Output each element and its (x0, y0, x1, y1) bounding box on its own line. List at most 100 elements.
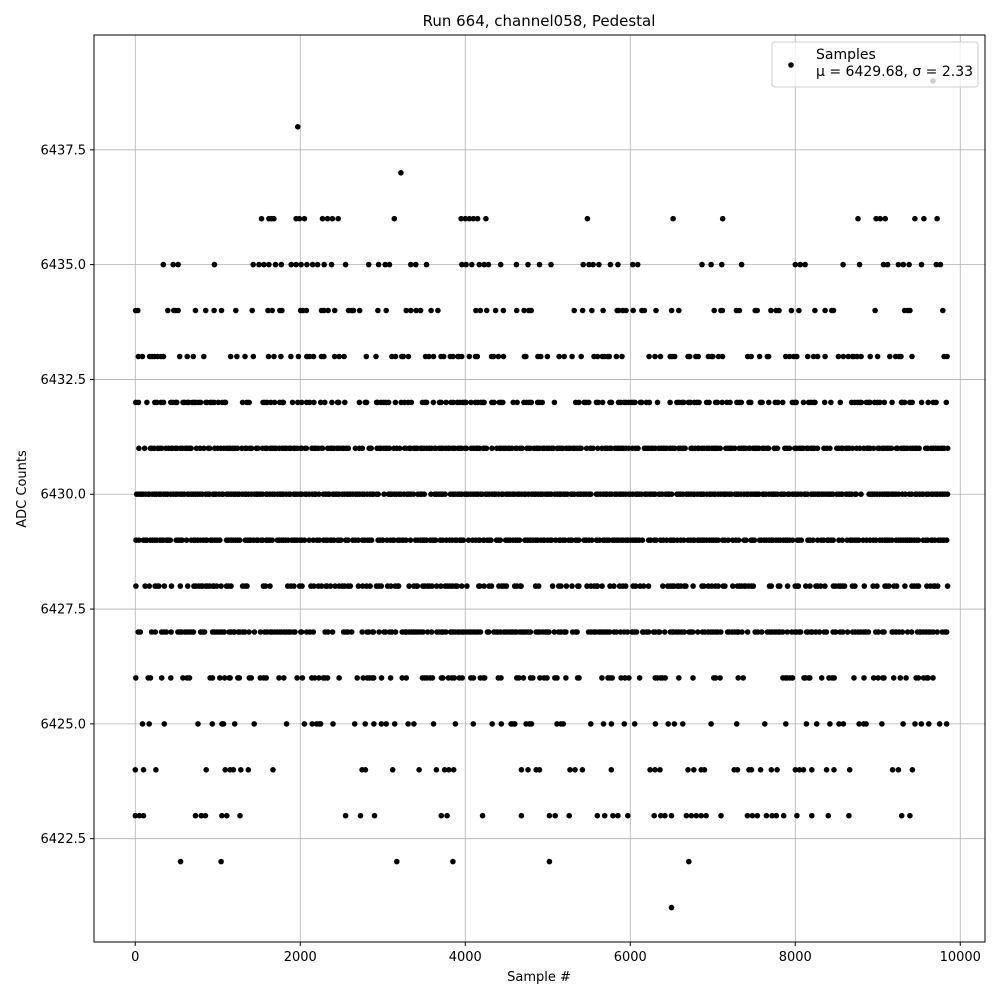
data-point (441, 767, 448, 773)
data-point (925, 675, 931, 681)
data-point (403, 537, 409, 543)
data-point (671, 353, 678, 360)
data-point (319, 445, 326, 452)
data-point (874, 353, 881, 360)
data-point (321, 261, 328, 268)
data-point (561, 353, 567, 360)
data-point (175, 261, 181, 268)
data-point (311, 399, 317, 406)
data-point (583, 445, 590, 452)
data-point (192, 307, 199, 314)
data-point (348, 629, 355, 635)
data-point (599, 399, 606, 406)
data-point (682, 445, 688, 452)
data-point (296, 215, 303, 222)
data-point (269, 537, 276, 543)
data-point (800, 767, 807, 773)
data-point (433, 583, 440, 589)
data-point (251, 629, 258, 635)
data-point (845, 353, 852, 360)
data-point (228, 583, 234, 589)
data-point (443, 629, 449, 635)
data-point (403, 675, 410, 681)
data-point (295, 124, 301, 130)
data-point (730, 583, 736, 589)
data-point (365, 261, 372, 268)
data-point (329, 629, 336, 635)
data-point (267, 583, 273, 589)
x-tick-label: 6000 (614, 950, 647, 965)
data-point (351, 721, 358, 727)
data-point (902, 491, 909, 498)
data-point (177, 583, 184, 589)
data-point (489, 445, 495, 452)
data-point (263, 675, 270, 681)
data-point (890, 675, 897, 681)
data-point (433, 767, 440, 773)
data-point (653, 537, 659, 543)
data-point (416, 767, 422, 773)
data-point (839, 537, 845, 543)
data-point (398, 170, 404, 176)
data-point (632, 583, 639, 589)
data-point (943, 537, 950, 543)
data-point (835, 353, 842, 360)
data-point (355, 583, 362, 589)
data-point (376, 629, 382, 635)
data-point (368, 537, 375, 543)
data-point (930, 675, 936, 681)
data-point (916, 445, 922, 452)
data-point (909, 767, 916, 773)
data-point (744, 629, 751, 635)
data-point (158, 445, 165, 452)
data-point (519, 445, 525, 452)
data-point (167, 537, 174, 543)
x-tick-label: 8000 (779, 950, 812, 965)
data-point (407, 537, 414, 543)
data-point (476, 583, 483, 589)
data-point (652, 721, 659, 727)
data-point (544, 353, 551, 360)
data-point (288, 261, 295, 268)
data-point (779, 629, 786, 635)
data-point (840, 629, 846, 635)
data-point (491, 399, 497, 406)
data-point (647, 767, 653, 773)
data-point (809, 767, 815, 773)
data-point (293, 261, 299, 268)
data-point (490, 353, 497, 360)
data-point (548, 537, 555, 543)
data-point (362, 767, 369, 773)
data-point (391, 721, 398, 727)
data-point (725, 537, 731, 543)
data-point (667, 399, 673, 406)
data-point (750, 583, 757, 589)
data-point (446, 767, 452, 773)
data-point (840, 353, 847, 360)
data-point (298, 261, 304, 268)
data-point (599, 675, 605, 681)
data-point (758, 629, 765, 635)
data-point (937, 261, 944, 268)
data-point (307, 399, 313, 406)
data-point (907, 307, 913, 314)
data-point (318, 583, 325, 589)
data-point (918, 261, 925, 268)
data-point (800, 399, 807, 406)
data-point (798, 537, 805, 543)
data-point (906, 261, 912, 268)
data-point (812, 307, 818, 314)
data-point (576, 583, 582, 589)
data-point (854, 353, 860, 360)
data-point (640, 583, 647, 589)
data-point (594, 812, 601, 819)
data-point (380, 537, 386, 543)
data-point (244, 583, 250, 589)
data-point (342, 399, 348, 406)
data-point (325, 629, 331, 635)
data-point (383, 721, 390, 727)
data-point (711, 307, 717, 314)
data-point (886, 583, 892, 589)
data-point (670, 215, 676, 222)
